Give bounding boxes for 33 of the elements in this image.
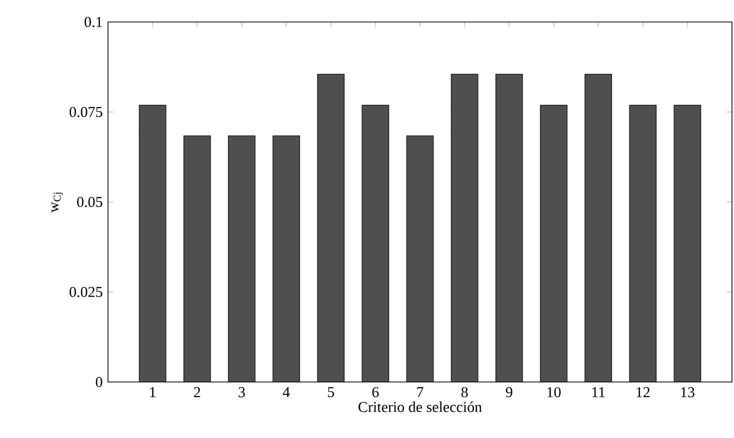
bar (362, 105, 389, 382)
x-tick-label: 2 (194, 387, 200, 398)
bar (451, 74, 478, 382)
y-axis-title: w$_{Cj}$ (52, 192, 63, 213)
x-tick-label: 5 (328, 387, 334, 398)
y-tick-label: 0.075 (70, 106, 102, 118)
bar (629, 105, 656, 382)
bar (674, 104, 702, 382)
y-tick-label: 0.05 (77, 196, 102, 208)
x-tick-label: 6 (372, 387, 379, 398)
y-tick-label: 0 (96, 376, 102, 388)
x-tick-label: 12 (636, 387, 650, 398)
x-tick-label: 10 (548, 387, 561, 398)
bar (317, 74, 344, 382)
bar (496, 74, 523, 382)
x-tick-label: 8 (461, 387, 468, 398)
x-tick-label: 9 (506, 387, 512, 398)
y-tick-label: 0.1 (84, 16, 102, 28)
bar (184, 136, 211, 382)
x-tick-label: 3 (238, 387, 245, 398)
x-tick-label: 11 (592, 387, 605, 398)
bar (139, 105, 166, 382)
x-axis-title: Criterio de selección (358, 401, 482, 412)
x-tick-label: 7 (417, 387, 424, 398)
bar (540, 105, 568, 382)
bar (406, 136, 434, 382)
bar (228, 136, 256, 382)
bar (584, 74, 612, 382)
y-tick-label: 0.025 (70, 286, 102, 298)
bar (272, 136, 300, 382)
x-tick-label: 4 (282, 387, 290, 398)
x-tick-label: 13 (681, 387, 694, 398)
x-tick-label: 1 (150, 387, 156, 398)
